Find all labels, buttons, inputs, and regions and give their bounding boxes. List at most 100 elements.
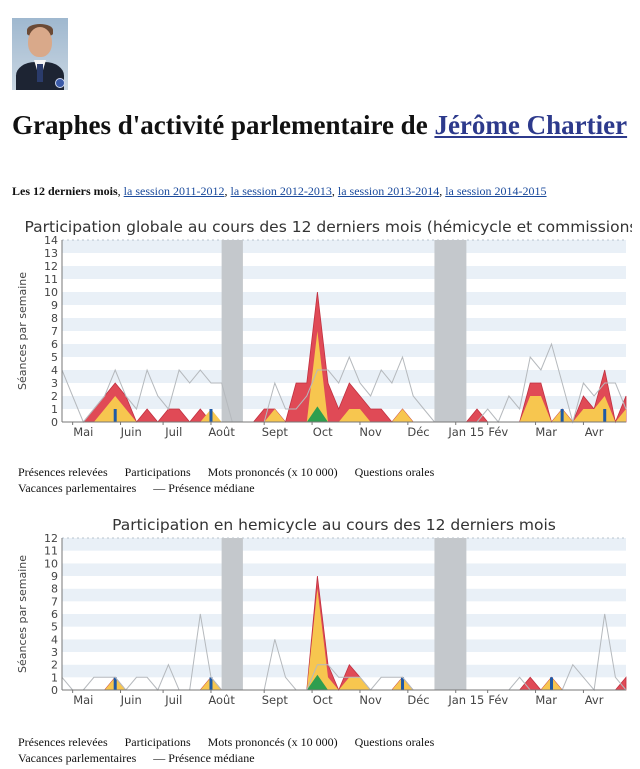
x-tick-label: Jan 15 — [447, 425, 484, 439]
y-tick-label: 4 — [51, 633, 58, 646]
x-tick-label: Déc — [407, 425, 429, 439]
y-tick-label: 12 — [44, 532, 58, 545]
portrait-tie — [37, 64, 43, 82]
y-tick-label: 3 — [51, 377, 58, 390]
grid-band — [62, 664, 626, 678]
y-tick-label: 13 — [44, 247, 58, 260]
y-tick-label: 11 — [44, 273, 58, 286]
question-bar — [209, 677, 213, 690]
grid-band — [62, 240, 626, 253]
question-bar — [560, 409, 564, 422]
legend-questions: Questions orales — [354, 735, 435, 749]
grid-band — [62, 331, 626, 344]
legend-vacances: Vacances parlementaires — [18, 751, 137, 765]
x-tick-label: Mai — [73, 425, 93, 439]
session-link-2012-2013[interactable]: la session 2012-2013 — [230, 184, 332, 198]
vacation-band — [434, 240, 467, 422]
grid-band — [62, 652, 626, 665]
legend-questions: Questions orales — [354, 465, 435, 479]
deputy-name-link[interactable]: Jérôme Chartier — [434, 110, 628, 140]
y-axis-label: Séances par semaine — [16, 272, 29, 390]
x-tick-label: Fév — [488, 425, 508, 439]
portrait-face — [28, 27, 52, 57]
x-tick-label: Déc — [407, 693, 429, 707]
y-tick-label: 2 — [51, 659, 58, 672]
legend-presences: Présences relevées — [18, 735, 108, 749]
session-separator: , — [117, 184, 121, 198]
question-bar — [550, 677, 554, 690]
y-tick-label: 1 — [51, 671, 58, 684]
chart-hemicycle-participation: Participation en hemicycle au cours des … — [16, 516, 627, 707]
page-title-prefix: Graphes d'activité parlementaire de — [12, 110, 435, 140]
vacation-band — [221, 240, 243, 422]
vacation-band — [434, 538, 467, 690]
grid-band — [62, 563, 626, 576]
session-current: Les 12 derniers mois — [12, 184, 118, 198]
question-bar — [113, 677, 117, 690]
session-link-2013-2014[interactable]: la session 2013-2014 — [337, 184, 440, 198]
x-tick-label: Août — [208, 693, 235, 707]
y-tick-label: 6 — [51, 608, 58, 621]
page-title: Graphes d'activité parlementaire de Jérô… — [12, 110, 627, 141]
y-tick-label: 0 — [51, 416, 58, 429]
grid-band — [62, 601, 626, 614]
question-bar — [401, 677, 405, 690]
legend-vacances: Vacances parlementaires — [18, 481, 137, 495]
x-tick-label: Avr — [585, 425, 604, 439]
legend-presences: Présences relevées — [18, 465, 108, 479]
grid-band — [62, 344, 626, 357]
legend-hemicycle: Présences relevées Participations Mots p… — [18, 734, 448, 766]
x-tick-label: Août — [208, 425, 235, 439]
y-tick-label: 14 — [44, 234, 58, 247]
legend-mots: Mots prononcés (x 10 000) — [207, 465, 338, 479]
session-nav: Les 12 derniers mois, la session 2011-20… — [12, 184, 547, 198]
grid-band — [62, 253, 626, 266]
y-tick-label: 4 — [51, 364, 58, 377]
grid-band — [62, 550, 626, 564]
x-tick-label: Mar — [535, 425, 557, 439]
question-bar — [209, 409, 213, 422]
grid-band — [62, 614, 626, 627]
series-median-line — [61, 342, 627, 424]
y-tick-label: 2 — [51, 390, 58, 403]
y-tick-label: 10 — [44, 286, 58, 299]
x-tick-label: Avr — [585, 693, 604, 707]
x-tick-label: Sept — [262, 693, 289, 707]
y-tick-label: 7 — [51, 595, 58, 608]
y-tick-label: 9 — [51, 570, 58, 583]
vacation-band — [221, 538, 243, 690]
question-bar — [113, 409, 117, 422]
x-tick-label: Mar — [535, 693, 557, 707]
session-link-2014-2015[interactable]: la session 2014-2015 — [445, 184, 547, 198]
x-tick-label: Juin — [120, 425, 142, 439]
chart-title: Participation en hemicycle au cours des … — [112, 516, 556, 534]
deputy-portrait — [12, 18, 68, 90]
chart-title: Participation globale au cours des 12 de… — [24, 218, 632, 236]
grid-band — [62, 588, 626, 602]
x-tick-label: Jan 15 — [447, 693, 484, 707]
grid-band — [62, 639, 626, 652]
grid-band — [62, 318, 626, 331]
legend-mots: Mots prononcés (x 10 000) — [207, 735, 338, 749]
y-tick-label: 5 — [51, 621, 58, 634]
grid-band — [62, 383, 626, 396]
grid-band — [62, 305, 626, 318]
y-tick-label: 3 — [51, 646, 58, 659]
grid-band — [62, 538, 626, 551]
x-tick-label: Oct — [313, 693, 333, 707]
y-tick-label: 12 — [44, 260, 58, 273]
series-participations-area — [62, 331, 626, 422]
grid-band — [62, 626, 626, 640]
x-tick-label: Oct — [313, 425, 333, 439]
legend-global: Présences relevées Participations Mots p… — [18, 464, 448, 496]
grid-band — [62, 576, 626, 589]
legend-participations: Participations — [124, 465, 191, 479]
grid-band — [62, 279, 626, 292]
grid-band — [62, 266, 626, 279]
y-tick-label: 9 — [51, 299, 58, 312]
y-tick-label: 8 — [51, 312, 58, 325]
session-link-2011-2012[interactable]: la session 2011-2012 — [123, 184, 225, 198]
y-tick-label: 5 — [51, 351, 58, 364]
y-tick-label: 1 — [51, 403, 58, 416]
y-tick-label: 6 — [51, 338, 58, 351]
